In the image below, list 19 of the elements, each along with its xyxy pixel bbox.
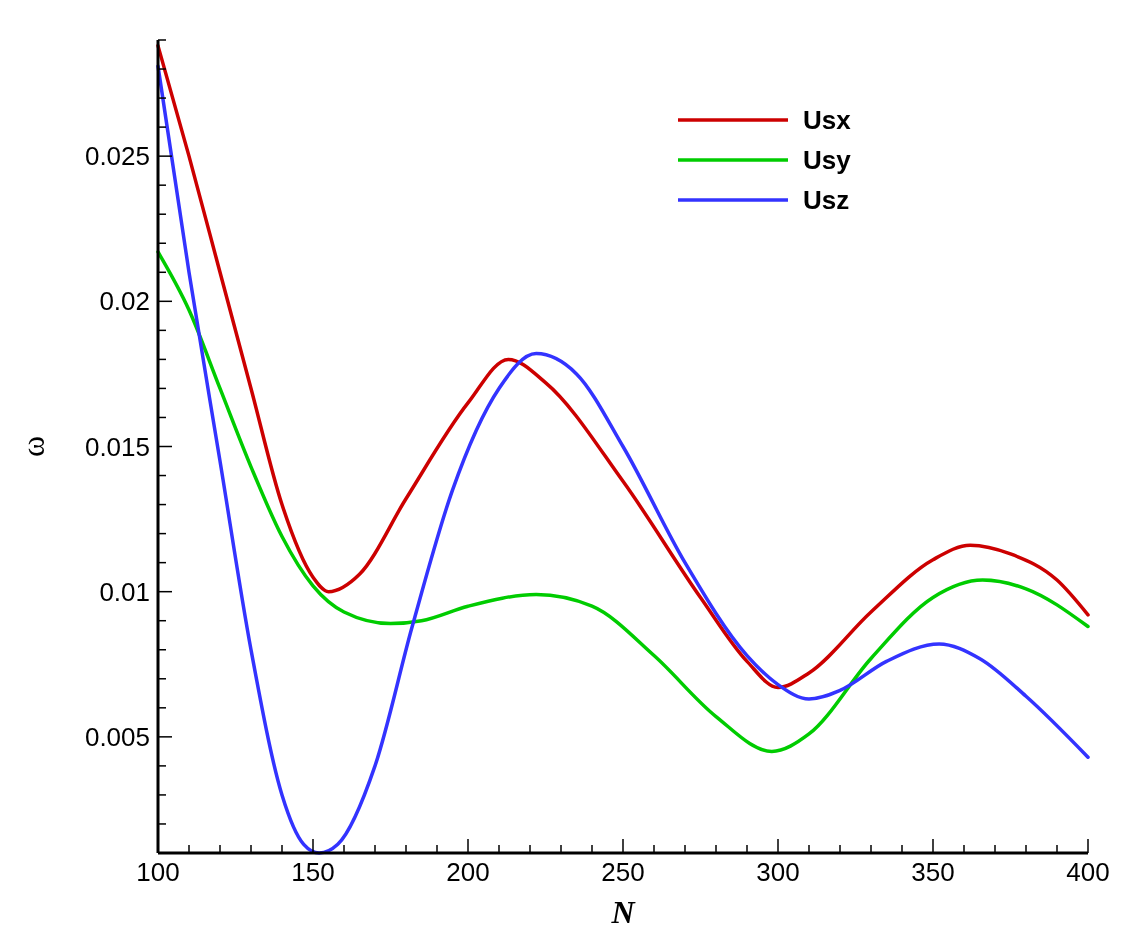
x-tick-label: 150: [291, 857, 335, 887]
y-tick-label: 0.025: [84, 141, 150, 172]
legend-label: Usx: [803, 105, 852, 136]
legend-label: Usy: [803, 145, 852, 176]
x-tick-label: 250: [601, 857, 645, 887]
line-series: [156, 44, 1090, 690]
x-tick-label: 200: [446, 857, 490, 887]
x-tick-label: 350: [911, 857, 955, 887]
x-tick-label: 100: [136, 857, 180, 887]
x-axis-title: N: [610, 894, 637, 930]
y-axis-title: ω: [15, 435, 51, 458]
line-series: [156, 250, 1090, 754]
x-tick-label: 400: [1066, 857, 1110, 887]
y-tick-label: 0.02: [99, 286, 150, 317]
legend-label: Usz: [803, 185, 850, 216]
y-tick-label: 0.015: [84, 431, 150, 462]
y-tick-label: 0.005: [84, 721, 150, 752]
y-tick-label: 0.01: [99, 576, 150, 607]
x-tick-label: 300: [756, 857, 800, 887]
